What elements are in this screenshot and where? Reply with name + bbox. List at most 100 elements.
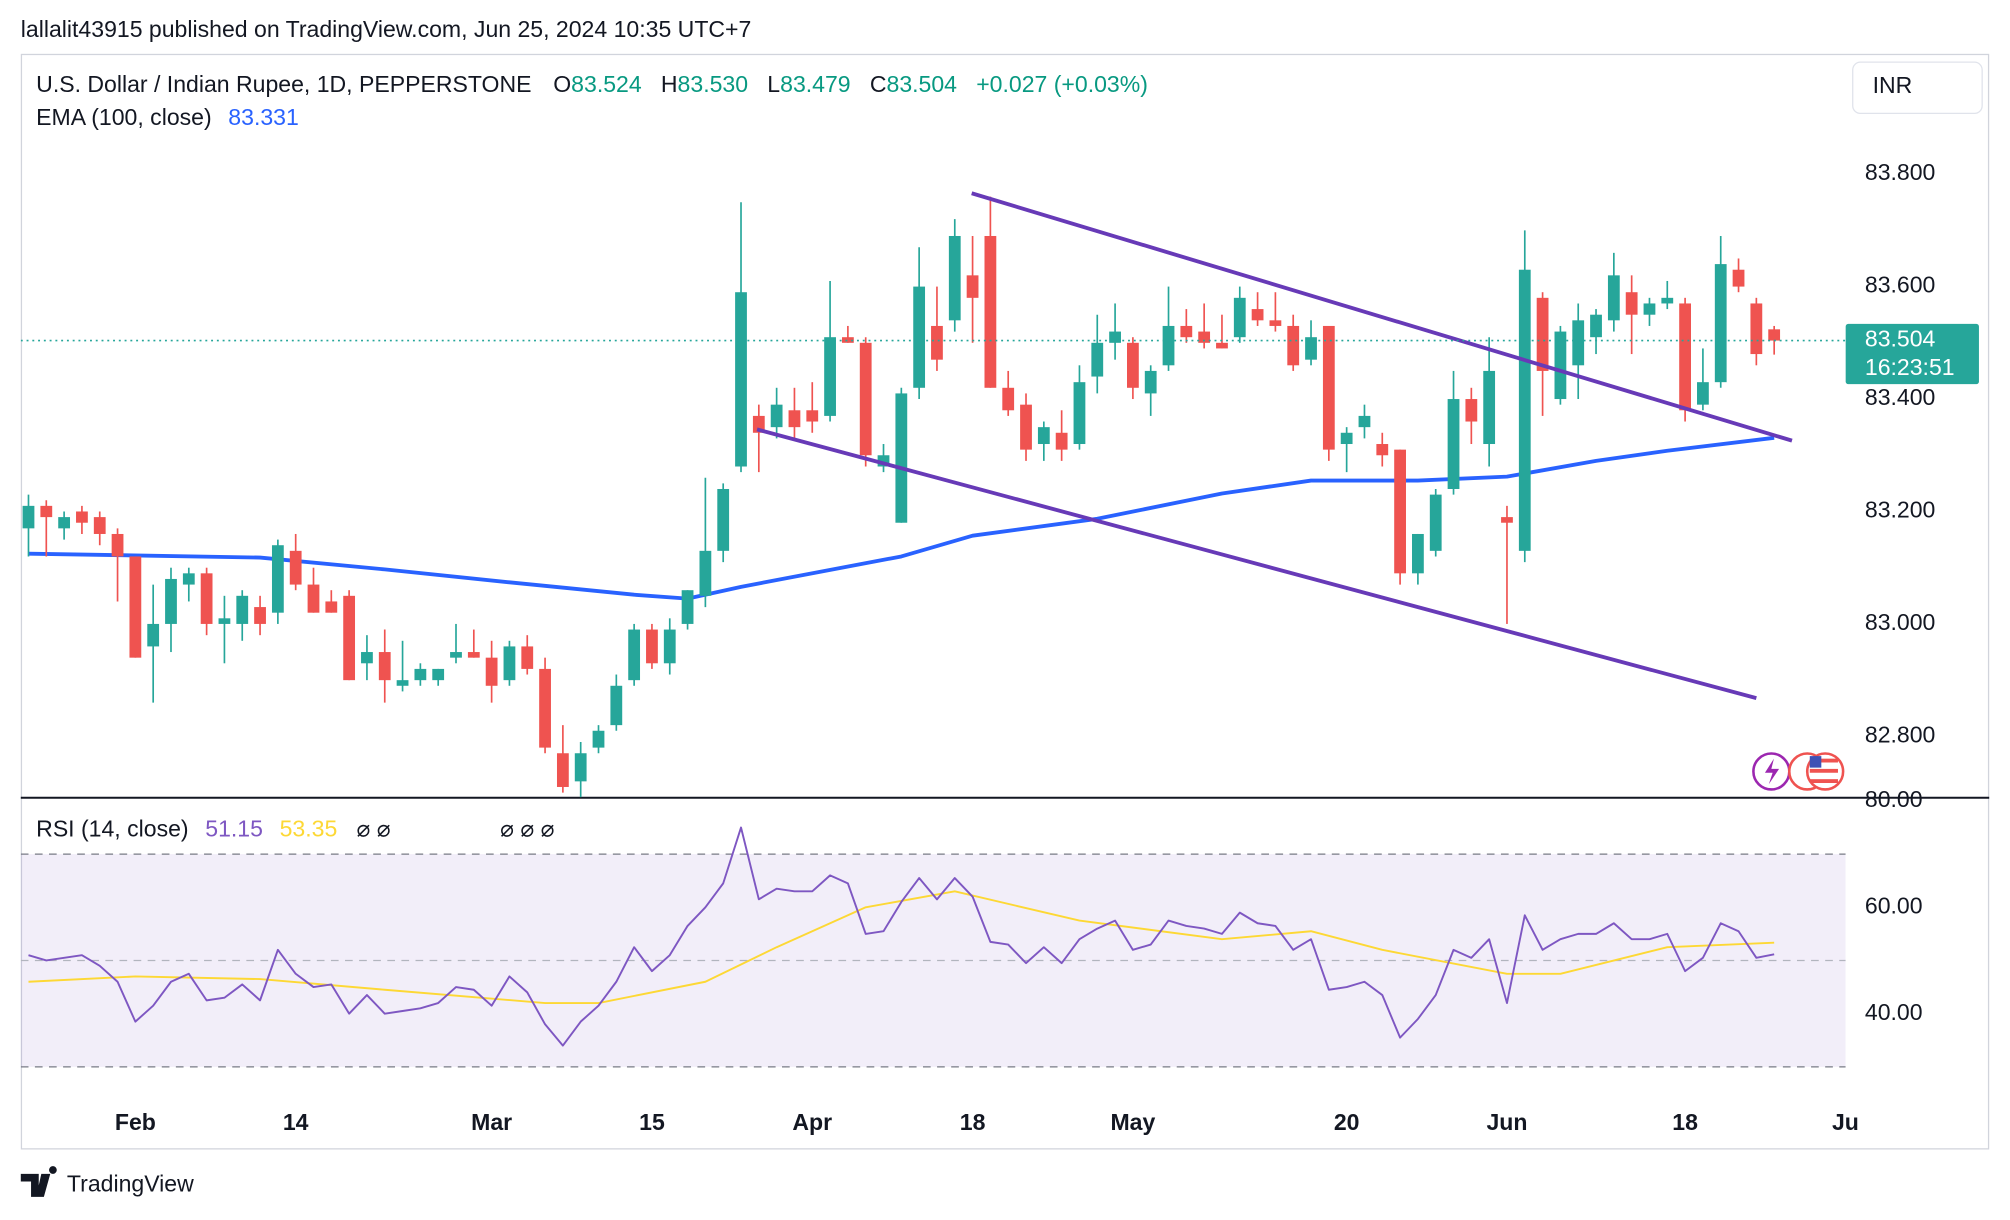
- price-pane: [20, 191, 1846, 798]
- readout-value: 83.504: [887, 71, 958, 97]
- x-tick-label: 14: [283, 1109, 309, 1135]
- candle-body: [503, 646, 516, 681]
- candle-body: [307, 584, 320, 613]
- candle-body: [1447, 399, 1460, 489]
- candle-body: [1429, 494, 1442, 551]
- candle-body: [788, 410, 801, 428]
- candle-body: [40, 505, 53, 518]
- x-tick-label: Feb: [115, 1109, 156, 1135]
- candle-body: [1340, 432, 1353, 445]
- x-tick-label: 20: [1334, 1109, 1360, 1135]
- candle-body: [1002, 387, 1015, 411]
- candle-body: [1768, 329, 1781, 341]
- candle-body: [699, 550, 712, 596]
- candle-body: [1661, 297, 1674, 304]
- candle-body: [1536, 297, 1549, 371]
- candle-body: [1251, 309, 1264, 321]
- candle-body: [984, 235, 997, 388]
- candle-body: [1572, 320, 1585, 366]
- candle-body: [1412, 533, 1424, 574]
- candle-body: [218, 618, 231, 624]
- candle-body: [1590, 314, 1602, 338]
- candle-body: [1269, 320, 1282, 326]
- brand: TradingView: [20, 1166, 194, 1197]
- axes: 82.800 83.000 83.200 83.400 83.600 83.800 Feb 1…: [115, 159, 1979, 1135]
- y-tick-label: 40.00: [1865, 999, 1923, 1025]
- candle-body: [289, 550, 302, 585]
- candle-body: [1287, 325, 1300, 366]
- candle-body: [1714, 264, 1727, 383]
- readout-value: 83.479: [780, 71, 851, 97]
- candle-body: [467, 652, 480, 658]
- candle-body: [1501, 517, 1513, 523]
- candle-body: [841, 337, 854, 343]
- rsi-legend: RSI (14, close) 51.15 53.35 ⌀ ⌀: [36, 816, 391, 842]
- candle-body: [1127, 342, 1139, 388]
- candle-body: [574, 753, 587, 782]
- rsi-symbols: ⌀ ⌀: [357, 816, 391, 842]
- candle-body: [1180, 325, 1193, 338]
- x-tick-label: May: [1110, 1109, 1155, 1135]
- candle-body: [735, 292, 747, 467]
- flag-stripe: [1809, 758, 1838, 763]
- candle-body: [1643, 303, 1656, 315]
- rsi-band: [20, 854, 1846, 1067]
- candle-body: [450, 652, 462, 658]
- flag-stripe: [1809, 779, 1838, 784]
- rsi-title: RSI (14, close): [36, 816, 188, 842]
- candle-body: [325, 601, 338, 613]
- x-tick-label: Ju: [1832, 1109, 1859, 1135]
- candle-body: [663, 629, 676, 664]
- readout-value: 83.530: [678, 71, 749, 97]
- x-tick-label: 18: [960, 1109, 986, 1135]
- candle-body: [931, 325, 943, 360]
- currency-button[interactable]: INR: [1852, 61, 1983, 115]
- price-label: 83.504: [1865, 326, 1936, 352]
- currency-label[interactable]: INR: [1873, 72, 1913, 98]
- candle-body: [1020, 404, 1032, 450]
- flag-stripe: [1809, 768, 1838, 773]
- candle-body: [1216, 342, 1228, 349]
- candle-body: [806, 410, 819, 422]
- candle-body: [681, 590, 694, 624]
- rsi-value: 51.15: [205, 816, 263, 842]
- candle-body: [414, 668, 427, 681]
- candle-body: [147, 623, 160, 647]
- candle-body: [1233, 297, 1246, 338]
- candle-body: [646, 629, 658, 664]
- x-tick-label: Jun: [1486, 1109, 1527, 1135]
- candle-body: [111, 533, 124, 557]
- series-line: [28, 435, 1775, 601]
- candle-body: [913, 286, 926, 388]
- candle-body: [432, 668, 445, 681]
- y-tick-label: 83.200: [1865, 497, 1936, 523]
- candle-body: [824, 337, 836, 416]
- candle-body: [93, 517, 106, 534]
- symbol-title: U.S. Dollar / Indian Rupee, 1D, PEPPERST…: [36, 71, 531, 97]
- candle-body: [1750, 303, 1763, 355]
- x-tick-label: 15: [639, 1109, 665, 1135]
- candle-body: [521, 646, 534, 669]
- candle-body: [1625, 292, 1638, 315]
- candle-body: [236, 595, 249, 624]
- rsi-symbols: ⌀ ⌀ ⌀: [500, 816, 555, 842]
- series-line: [28, 826, 1775, 1047]
- readout-value: 83.524: [571, 71, 642, 97]
- readout-label: C: [870, 71, 887, 97]
- readout-change: +0.027 (+0.03%): [976, 71, 1148, 97]
- candle-body: [1697, 382, 1709, 405]
- candle-body: [859, 342, 872, 456]
- brand-name: TradingView: [67, 1170, 194, 1196]
- y-tick-label: 83.000: [1865, 609, 1936, 635]
- readout-label: H: [661, 71, 678, 97]
- y-tick-label: 83.800: [1865, 159, 1936, 185]
- candle-body: [1144, 370, 1157, 394]
- candle-body: [1376, 444, 1389, 456]
- currency-box[interactable]: [1852, 61, 1983, 115]
- candle-body: [1322, 325, 1335, 450]
- readout-label: L: [767, 71, 780, 97]
- candle-body: [378, 652, 391, 681]
- candle-body: [539, 668, 551, 748]
- x-tick-label: Mar: [471, 1109, 512, 1135]
